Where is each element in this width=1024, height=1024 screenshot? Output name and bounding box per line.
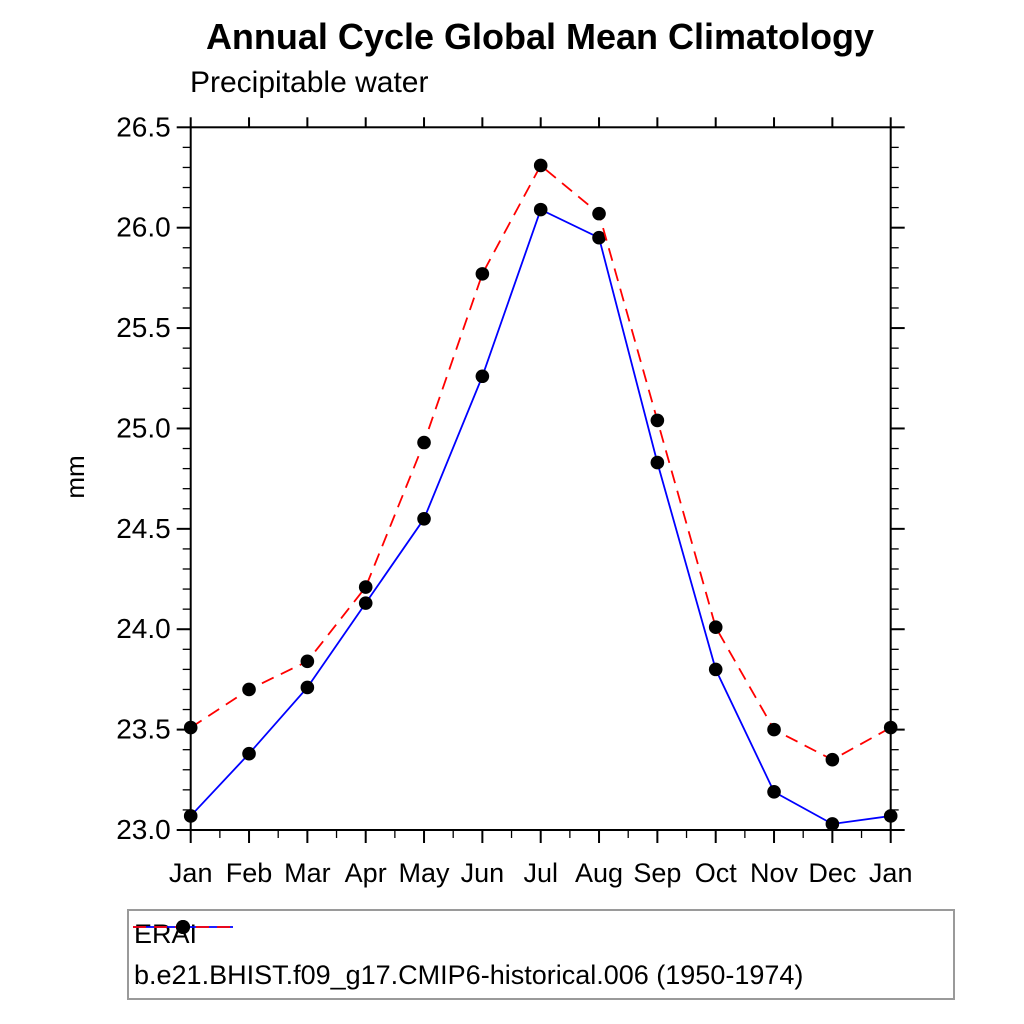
series-line-1 [190, 164, 892, 761]
plot-frame [189, 126, 892, 832]
series-marker-1 [242, 682, 256, 697]
series-marker-0 [358, 596, 373, 610]
series-marker-1 [300, 654, 315, 669]
series-marker-0 [242, 746, 256, 761]
y-axis-tick-label: 23.0 [116, 814, 171, 845]
x-axis-tick-label: Jan [869, 858, 913, 888]
x-axis-tick-label: Aug [575, 858, 623, 888]
series-marker-1 [417, 435, 431, 450]
series-marker-0 [300, 680, 315, 695]
legend-item-erai: ERAI [133, 918, 953, 950]
legend: ERAI b.e21.BHIST.f09_g17.CMIP6-historica… [127, 909, 955, 1000]
series-marker-0 [475, 369, 490, 384]
series-marker-1 [650, 413, 665, 428]
series-marker-0 [183, 809, 198, 823]
y-axis-tick-label: 24.0 [116, 613, 171, 644]
y-axis-tick-label: 26.5 [116, 111, 171, 142]
legend-item-model: b.e21.BHIST.f09_g17.CMIP6-historical.006… [133, 920, 953, 991]
series-marker-0 [592, 230, 606, 245]
series-marker-1 [825, 752, 840, 767]
series-marker-0 [417, 512, 431, 526]
x-axis-tick-label: Dec [808, 858, 856, 888]
x-axis-tick-label: Jun [461, 858, 505, 888]
legend-label-model: b.e21.BHIST.f09_g17.CMIP6-historical.006… [134, 959, 804, 990]
x-axis-tick-label: Mar [284, 858, 331, 888]
series-marker-0 [708, 662, 723, 677]
x-axis-tick-label: Oct [695, 858, 738, 888]
x-axis-tick-label: Nov [750, 858, 799, 888]
series-marker-1 [592, 206, 606, 221]
y-axis-tick-label: 25.0 [116, 412, 171, 443]
series-line-0 [190, 208, 891, 825]
series-marker-1 [708, 620, 723, 635]
y-axis-tick-label: 26.0 [116, 212, 171, 243]
y-axis-tick-label: 25.5 [116, 312, 171, 343]
series-marker-1 [358, 580, 373, 594]
series-marker-1 [183, 720, 198, 735]
series-marker-0 [825, 817, 840, 831]
y-axis-tick-label: 24.5 [116, 513, 171, 544]
series-marker-0 [883, 809, 898, 823]
series-marker-0 [767, 785, 781, 799]
series-marker-0 [533, 202, 548, 217]
series-marker-1 [533, 158, 548, 173]
y-axis-tick-label: 23.5 [116, 714, 171, 745]
x-axis-tick-label: Sep [633, 858, 681, 888]
x-axis-tick-label: Jul [523, 858, 558, 888]
chart-subtitle: Precipitable water [190, 66, 429, 99]
series-marker-1 [475, 267, 490, 281]
series-marker-0 [650, 455, 665, 470]
series-marker-1 [883, 720, 898, 735]
legend-line-sample-model [133, 920, 233, 934]
chart-title: Annual Cycle Global Mean Climatology [205, 16, 875, 57]
series-marker-1 [767, 722, 781, 737]
x-axis-tick-label: May [399, 858, 451, 888]
x-axis-tick-label: Jan [169, 858, 213, 888]
x-axis-tick-label: Apr [345, 858, 387, 888]
x-axis-tick-label: Feb [226, 858, 273, 888]
